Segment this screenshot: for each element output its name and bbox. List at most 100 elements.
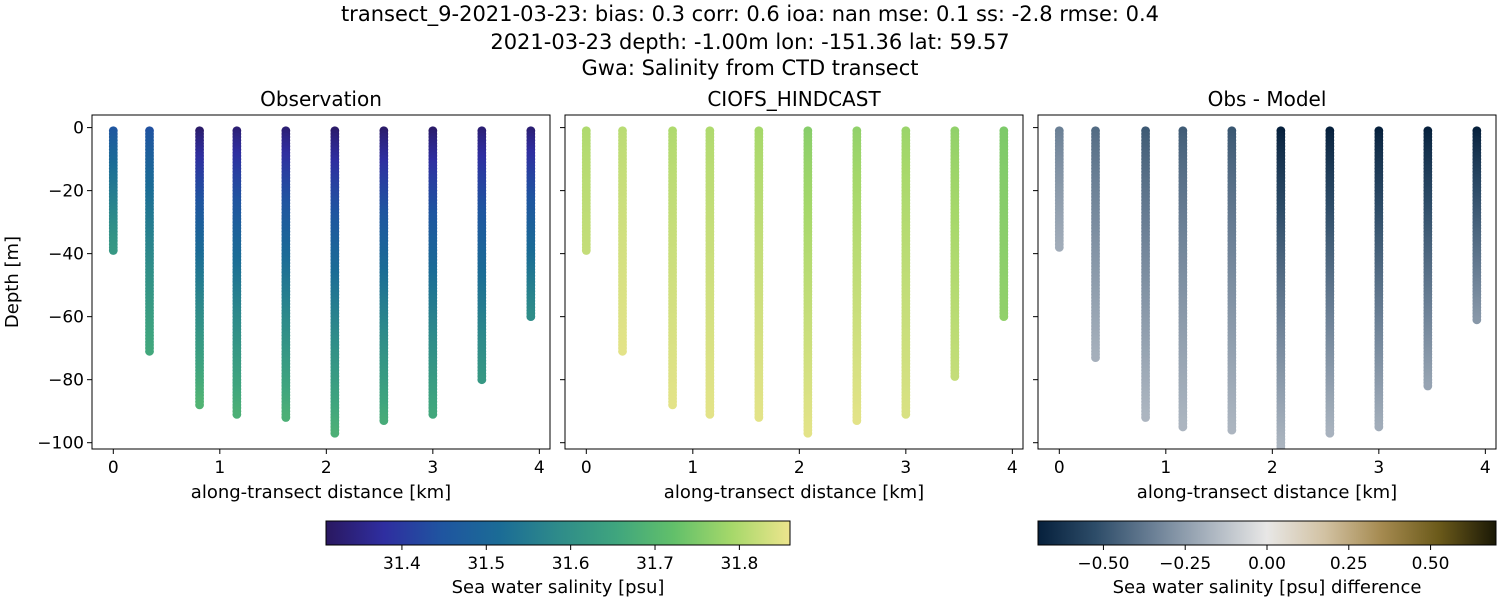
profile-2 — [145, 126, 154, 356]
x-tick-label: 0 — [1054, 458, 1065, 478]
profile-6 — [1276, 126, 1286, 449]
profile-10 — [1472, 126, 1482, 325]
data-point — [330, 428, 340, 438]
profile-1 — [108, 126, 118, 255]
data-point — [668, 400, 677, 410]
x-tick-label: 3 — [900, 458, 911, 478]
x-tick-label: 0 — [581, 458, 592, 478]
profile-7 — [852, 126, 862, 426]
x-tick-label: 4 — [1007, 458, 1018, 478]
profile-4 — [232, 126, 242, 419]
colorbar-difference: −0.50 −0.25 0.00 0.25 0.50 Sea water salinity… — [1037, 520, 1497, 598]
data-point — [1054, 242, 1064, 252]
panel-3: Obs - Model 0 1 2 3 4 along-transect distance … — [1033, 87, 1497, 503]
profile-10 — [526, 126, 536, 322]
data-point — [1141, 413, 1150, 422]
x-axis: 0 1 2 3 4 along-transect distance [km] — [1054, 449, 1491, 503]
axes-frame — [91, 114, 551, 450]
y-axis — [560, 127, 565, 444]
data-points — [108, 126, 536, 438]
y-axis — [1033, 127, 1038, 444]
data-point — [950, 372, 960, 381]
y-tick-label: 0 — [73, 119, 84, 139]
y-tick-label: −20 — [48, 182, 84, 202]
colorbar-tick-label: 31.6 — [552, 554, 590, 574]
colorbar-salinity: 31.4 31.5 31.6 31.7 31.8 Sea water salinity [… — [325, 520, 791, 598]
colorbar-tick-label: −0.25 — [1159, 554, 1211, 574]
data-point — [1423, 381, 1433, 391]
data-point — [1091, 353, 1100, 363]
x-tick-label: 4 — [1480, 458, 1491, 478]
profile-3 — [195, 126, 204, 410]
data-point — [705, 409, 715, 419]
figure-title-line-3: Gwa: Salinity from CTD transect — [581, 56, 919, 80]
panel-1: Observation 0 1 2 3 4 along-transect distance … — [2, 87, 551, 503]
colorbar-tick-label: 0.00 — [1248, 554, 1286, 574]
y-axis-label: Depth [m] — [2, 236, 23, 328]
y-tick-label: −100 — [37, 434, 84, 454]
x-tick-label: 1 — [214, 458, 225, 478]
x-tick-label: 4 — [534, 458, 545, 478]
y-tick-label: −40 — [48, 245, 84, 265]
y-tick-label: −80 — [48, 371, 84, 391]
profile-3 — [668, 126, 677, 410]
figure-title-line-2: 2021-03-23 depth: -1.00m lon: -151.36 la… — [490, 30, 1010, 54]
colorbar-tick-label: −0.50 — [1077, 554, 1129, 574]
data-point — [1178, 422, 1188, 432]
colorbar-tick-label: 31.7 — [636, 554, 674, 574]
figure-title-line-1: transect_9-2021-03-23: bias: 0.3 corr: 0… — [340, 2, 1160, 26]
data-point — [1276, 444, 1286, 449]
colorbar-label: Sea water salinity [psu] — [452, 577, 665, 598]
profile-8 — [901, 126, 911, 419]
profile-5 — [754, 126, 764, 422]
colorbar-tick-label: 0.50 — [1412, 554, 1450, 574]
data-point — [108, 246, 118, 255]
colorbar-gradient — [1037, 520, 1497, 546]
data-point — [1374, 422, 1384, 432]
profile-10 — [999, 126, 1009, 322]
x-tick-label: 2 — [794, 458, 805, 478]
y-axis: 0 −20 −40 −60 −80 −100 Depth [m] — [2, 119, 92, 454]
profile-8 — [428, 126, 438, 419]
profile-3 — [1141, 126, 1150, 422]
profile-2 — [618, 126, 627, 356]
x-tick-label: 1 — [1160, 458, 1171, 478]
y-tick-label: −60 — [48, 308, 84, 328]
colorbar-tick-label: 0.25 — [1330, 554, 1368, 574]
profile-6 — [330, 126, 340, 438]
profile-6 — [803, 126, 813, 438]
data-point — [428, 409, 438, 419]
colorbar-tick-label: 31.8 — [720, 554, 758, 574]
colorbar-gradient — [325, 520, 791, 546]
panel-2: CIOFS_HINDCAST 0 1 2 3 4 along-transect distan… — [560, 87, 1024, 503]
data-point — [526, 312, 536, 322]
data-point — [477, 375, 487, 385]
x-tick-label: 0 — [108, 458, 119, 478]
x-tick-label: 2 — [321, 458, 332, 478]
colorbar-tick-label: 31.5 — [467, 554, 505, 574]
data-point — [379, 416, 389, 426]
x-axis: 0 1 2 3 4 along-transect distance [km] — [108, 449, 545, 503]
data-point — [581, 246, 591, 255]
data-points — [581, 126, 1009, 438]
x-tick-label: 1 — [687, 458, 698, 478]
axes-frame — [1037, 114, 1497, 450]
panel-title: Observation — [260, 87, 382, 111]
panel-title: Obs - Model — [1208, 87, 1327, 111]
x-tick-label: 2 — [1267, 458, 1278, 478]
x-tick-label: 3 — [427, 458, 438, 478]
data-point — [195, 400, 204, 410]
x-axis: 0 1 2 3 4 along-transect distance [km] — [581, 449, 1018, 503]
data-point — [754, 413, 764, 422]
profile-1 — [581, 126, 591, 255]
profile-9 — [950, 126, 960, 381]
data-point — [232, 409, 242, 419]
profile-8 — [1374, 126, 1384, 432]
data-point — [618, 346, 627, 356]
data-point — [999, 312, 1009, 322]
profile-7 — [1325, 126, 1335, 438]
profile-2 — [1091, 126, 1100, 363]
x-axis-label: along-transect distance [km] — [1137, 482, 1397, 503]
data-point — [281, 413, 291, 422]
